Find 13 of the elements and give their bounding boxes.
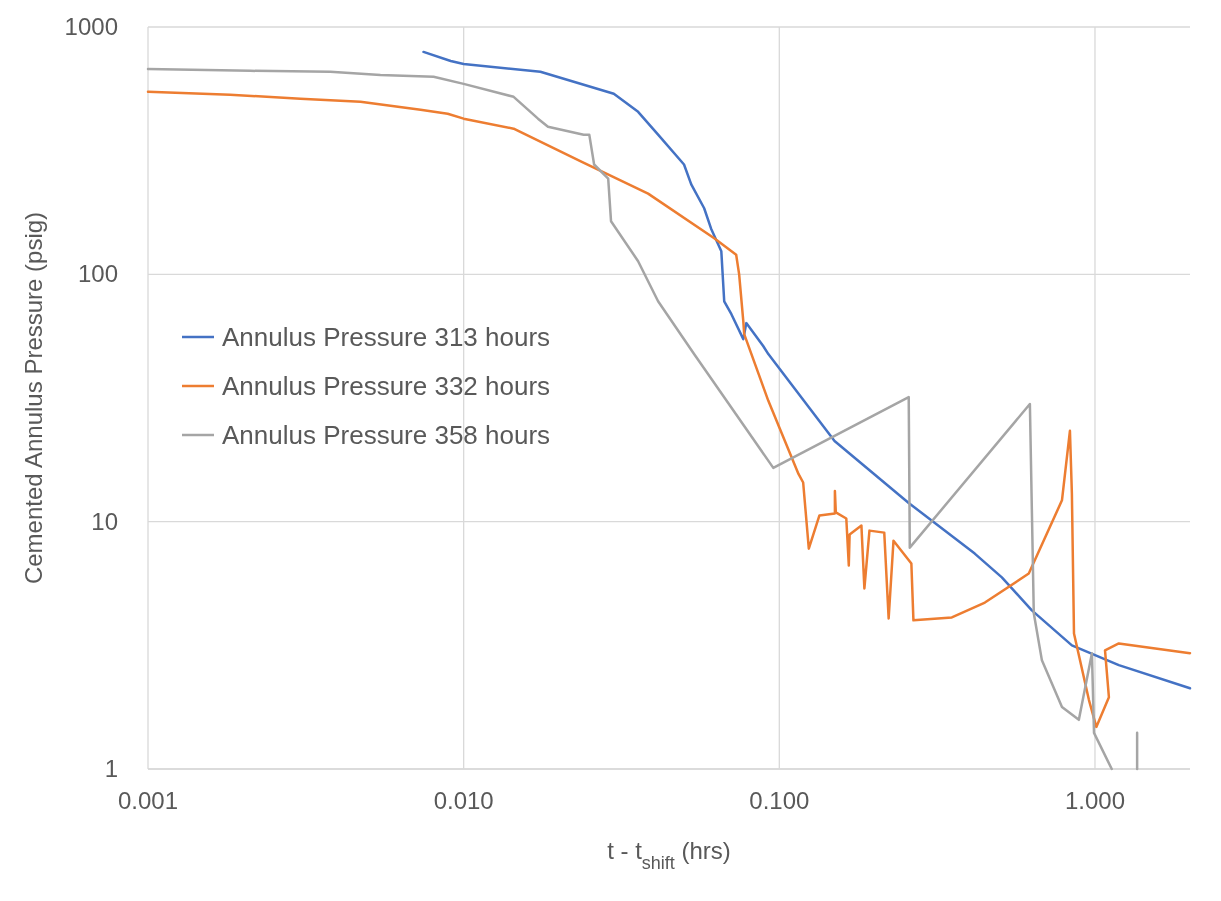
legend-label: Annulus Pressure 358 hours (222, 420, 551, 450)
y-tick-label: 100 (77, 260, 118, 288)
legend-label: Annulus Pressure 332 hours (222, 371, 551, 401)
x-tick-label: 0.100 (749, 787, 810, 814)
legend-label: Annulus Pressure 313 hours (222, 322, 551, 352)
y-tick-label: 1000 (64, 13, 118, 40)
y-tick-label: 1 (104, 755, 118, 782)
x-tick-label: 0.001 (117, 787, 179, 814)
x-axis-title: t - t$_{shift}$ (hrs) (607, 837, 731, 873)
y-axis-title: Cemented Annulus Pressure (psig) (20, 211, 47, 585)
x-tick-label: 1.000 (1064, 787, 1126, 814)
x-tick-label: 0.010 (433, 787, 494, 814)
y-tick-label: 10 (91, 507, 118, 535)
